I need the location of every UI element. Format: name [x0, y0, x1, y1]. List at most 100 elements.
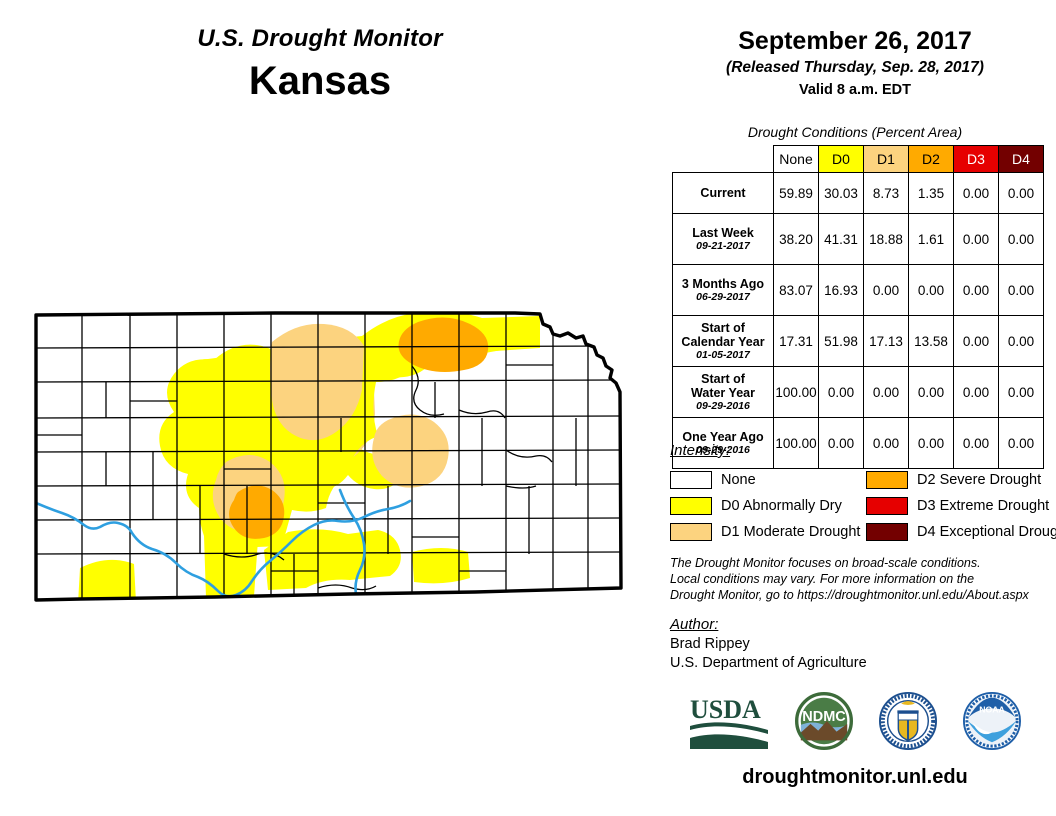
legend-swatch: [866, 523, 908, 541]
table-cell-d3: 0.00: [953, 264, 999, 316]
release-date: September 26, 2017: [738, 27, 972, 55]
legend-row: D1 Moderate Drought: [670, 520, 860, 544]
legend-swatch: [670, 523, 712, 541]
table-cell-d4: 0.00: [998, 417, 1044, 469]
table-cell-none: 59.89: [773, 172, 819, 214]
table-cell-d3: 0.00: [953, 366, 999, 418]
valid-time: Valid 8 a.m. EDT: [798, 82, 911, 98]
table-cell-d2: 13.58: [908, 315, 954, 367]
table-row-subdate: 09-29-2016: [696, 399, 750, 412]
legend-label: D4 Exceptional Drought: [917, 524, 1056, 540]
legend-column-left: None D0 Abnormally Dry D1 Moderate Drought: [670, 468, 860, 546]
table-row-label: One Year Ago 09-29-2016: [672, 417, 774, 469]
kansas-drought-map: [20, 300, 640, 620]
table-cell-d2: 1.35: [908, 172, 954, 214]
table-cell-d4: 0.00: [998, 315, 1044, 367]
table-header-d2: D2: [908, 145, 954, 173]
drought-overlay: [78, 313, 540, 600]
table-cell-none: 100.00: [773, 417, 819, 469]
table-cell-none: 83.07: [773, 264, 819, 316]
ndmc-logo: NDMC: [795, 692, 853, 750]
legend-swatch: [670, 471, 712, 489]
table-cell-d0: 0.00: [818, 417, 864, 469]
table-row-label: Start of Water Year 09-29-2016: [672, 366, 774, 418]
kansas-map-svg: [34, 311, 623, 602]
usda-logo: USDA: [690, 695, 768, 749]
legend-label: D2 Severe Drought: [917, 472, 1042, 488]
left-title-block: U.S. Drought Monitor Kansas: [0, 24, 640, 106]
d0-shapes: [130, 345, 182, 372]
table-row-subdate: 09-29-2016: [696, 443, 750, 456]
table-cell-d2: 0.00: [908, 417, 954, 469]
legend-row: D0 Abnormally Dry: [670, 494, 860, 518]
table-row-label: Current: [672, 172, 774, 214]
table-cell-d1: 0.00: [863, 366, 909, 418]
d2-poly-nc: [398, 317, 489, 372]
table-header-d0: D0: [818, 145, 864, 173]
table-cell-none: 17.31: [773, 315, 819, 367]
table-cell-d4: 0.00: [998, 213, 1044, 265]
d1-poly-nc: [270, 323, 364, 441]
table-row-subdate: 01-05-2017: [696, 348, 750, 361]
table-cell-d3: 0.00: [953, 315, 999, 367]
table-header-d1: D1: [863, 145, 909, 173]
author-heading: Author:: [670, 616, 719, 633]
table-row: Start of Water Year 09-29-2016 100.00 0.00 0.…: [672, 366, 1044, 418]
table-header-d3: D3: [953, 145, 999, 173]
table-cell-d0: 51.98: [818, 315, 864, 367]
legend-swatch: [866, 497, 908, 515]
table-row: Current 59.89 30.03 8.73 1.35 0.00 0.00: [672, 172, 1044, 214]
county-lines-layer: [36, 313, 621, 599]
table-cell-d0: 0.00: [818, 366, 864, 418]
site-url: droughtmonitor.unl.edu: [742, 766, 968, 788]
table-cell-d2: 0.00: [908, 264, 954, 316]
drought-conditions-table: None D0 D1 D2 D3 D4 Current 59.89 30.03 8.73 1.35…: [672, 145, 1044, 469]
usda-seal-logo: [879, 692, 937, 750]
table-row-label: 3 Months Ago 06-29-2017: [672, 264, 774, 316]
table-cell-d3: 0.00: [953, 172, 999, 214]
table-cell-d0: 16.93: [818, 264, 864, 316]
disclaimer-line-2: Local conditions may vary. For more info…: [670, 572, 975, 586]
table-header-row: None D0 D1 D2 D3 D4: [673, 145, 1044, 173]
table-cell-d4: 0.00: [998, 366, 1044, 418]
svg-text:NDMC: NDMC: [802, 709, 846, 725]
disclaimer-text: The Drought Monitor focuses on broad-sca…: [670, 555, 1050, 603]
table-row-subdate: 09-21-2017: [696, 239, 750, 252]
table-cell-d1: 18.88: [863, 213, 909, 265]
table-cell-d3: 0.00: [953, 417, 999, 469]
author-affiliation: U.S. Department of Agriculture: [670, 655, 867, 671]
table-row: Start of Calendar Year 01-05-2017 17.31 51.9…: [672, 315, 1044, 367]
release-note: (Released Thursday, Sep. 28, 2017): [726, 59, 984, 76]
legend-row: D4 Exceptional Drought: [866, 520, 1056, 544]
legend-swatch: [866, 471, 908, 489]
table-cell-d1: 0.00: [863, 417, 909, 469]
table-cell-none: 100.00: [773, 366, 819, 418]
table-header-none: None: [773, 145, 819, 173]
d0-poly-s1: [78, 559, 136, 600]
table-cell-d2: 1.61: [908, 213, 954, 265]
page-title: U.S. Drought Monitor: [197, 25, 443, 52]
legend-row: D3 Extreme Drought: [866, 494, 1056, 518]
table-body: Current 59.89 30.03 8.73 1.35 0.00 0.00 Last We…: [672, 172, 1044, 469]
table-cell-d3: 0.00: [953, 213, 999, 265]
table-cell-d4: 0.00: [998, 172, 1044, 214]
legend-row: D2 Severe Drought: [866, 468, 1056, 492]
table-cell-d4: 0.00: [998, 264, 1044, 316]
legend-label: D3 Extreme Drought: [917, 498, 1050, 514]
table-cell-d1: 0.00: [863, 264, 909, 316]
disclaimer-line-3: Drought Monitor, go to https://droughtmo…: [670, 588, 1029, 602]
table-cell-d2: 0.00: [908, 366, 954, 418]
svg-text:NOAA: NOAA: [979, 704, 1005, 714]
author-block: Brad Rippey U.S. Department of Agricultu…: [670, 635, 867, 673]
d0-poly-se2: [412, 548, 470, 584]
legend-label: D0 Abnormally Dry: [721, 498, 842, 514]
table-row: 3 Months Ago 06-29-2017 83.07 16.93 0.00 0.00…: [672, 264, 1044, 316]
d2-poly-sw: [229, 485, 285, 539]
svg-text:USDA: USDA: [690, 695, 761, 724]
table-row-label: Start of Calendar Year 01-05-2017: [672, 315, 774, 367]
legend-label: None: [721, 472, 756, 488]
table-cell-none: 38.20: [773, 213, 819, 265]
table-row-subdate: 06-29-2017: [696, 290, 750, 303]
table-cell-d0: 30.03: [818, 172, 864, 214]
disclaimer-line-1: The Drought Monitor focuses on broad-sca…: [670, 556, 981, 570]
